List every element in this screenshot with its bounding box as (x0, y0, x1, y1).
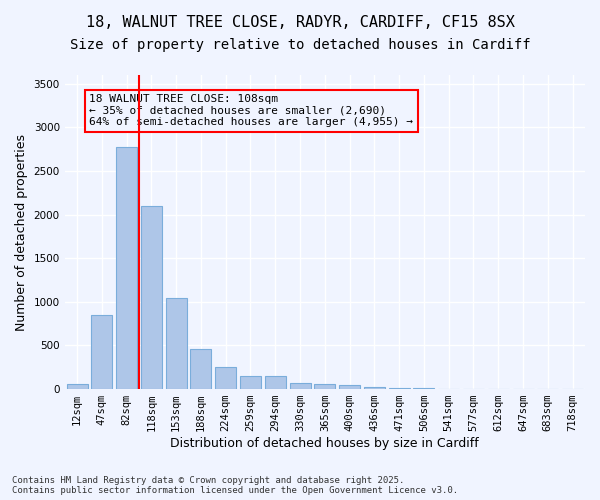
Bar (141, 206, 162, 389)
Bar (314, 384, 335, 389)
Bar (240, 376, 261, 389)
Bar (413, 388, 434, 389)
Bar (265, 376, 286, 389)
Text: Size of property relative to detached houses in Cardiff: Size of property relative to detached ho… (70, 38, 530, 52)
Bar (166, 298, 187, 389)
Y-axis label: Number of detached properties: Number of detached properties (15, 134, 28, 330)
X-axis label: Distribution of detached houses by size in Cardiff: Distribution of detached houses by size … (170, 437, 479, 450)
Text: 18, WALNUT TREE CLOSE, RADYR, CARDIFF, CF15 8SX: 18, WALNUT TREE CLOSE, RADYR, CARDIFF, C… (86, 15, 514, 30)
Bar (190, 349, 211, 389)
Text: Contains HM Land Registry data © Crown copyright and database right 2025.
Contai: Contains HM Land Registry data © Crown c… (12, 476, 458, 495)
Text: 18 WALNUT TREE CLOSE: 108sqm
← 35% of detached houses are smaller (2,690)
64% of: 18 WALNUT TREE CLOSE: 108sqm ← 35% of de… (89, 94, 413, 128)
Bar (215, 368, 236, 389)
Bar (116, 146, 137, 389)
Bar (389, 388, 410, 389)
Bar (91, 315, 112, 389)
Bar (290, 382, 311, 389)
Bar (339, 385, 360, 389)
Bar (364, 387, 385, 389)
Bar (67, 384, 88, 389)
